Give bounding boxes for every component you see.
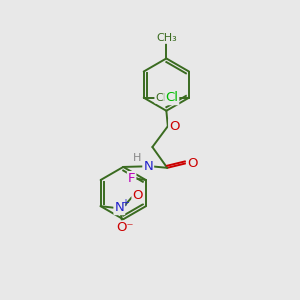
- Text: O: O: [187, 157, 197, 170]
- Text: O: O: [169, 120, 180, 133]
- Text: Cl: Cl: [165, 91, 178, 104]
- Text: H: H: [133, 153, 141, 163]
- Text: N: N: [143, 160, 153, 172]
- Text: F: F: [128, 172, 135, 185]
- Text: CH₃: CH₃: [156, 33, 177, 43]
- Text: N: N: [114, 201, 124, 214]
- Text: +: +: [121, 198, 129, 208]
- Text: CH₃: CH₃: [155, 93, 176, 103]
- Text: O⁻: O⁻: [116, 221, 134, 234]
- Text: O: O: [133, 189, 143, 202]
